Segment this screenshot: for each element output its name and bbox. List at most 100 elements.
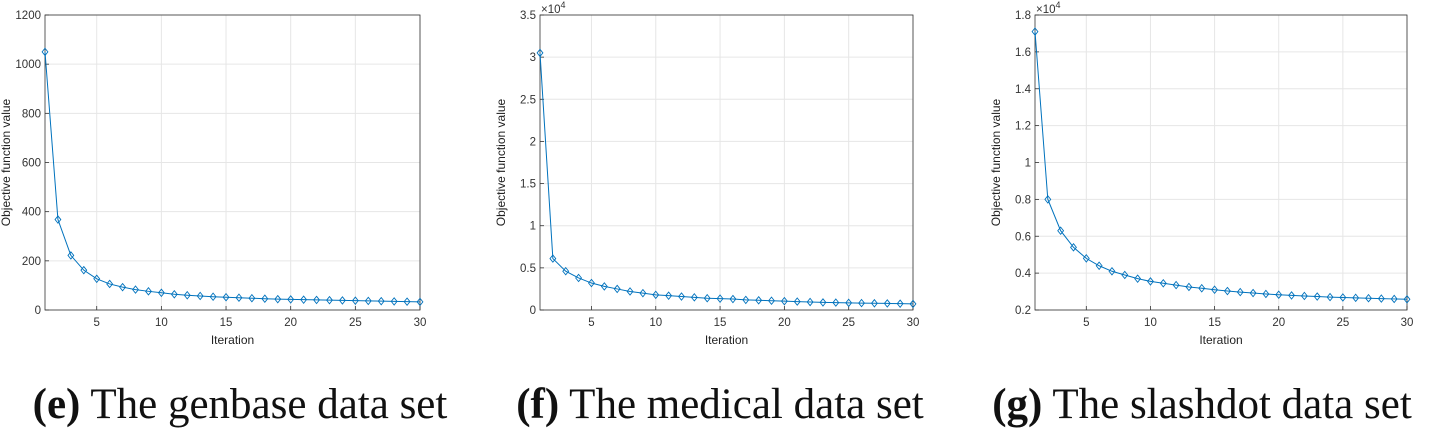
- data-point-marker: [883, 299, 891, 308]
- caption-slashdot: (g) The slashdot data set: [962, 378, 1442, 432]
- y-tick-label: 1.4: [1015, 84, 1032, 96]
- x-tick-label: 5: [1083, 317, 1089, 329]
- data-point-marker: [678, 292, 685, 301]
- data-point-marker: [132, 285, 139, 294]
- caption-medical: (f) The medical data set: [480, 378, 960, 432]
- data-point-marker: [626, 287, 634, 296]
- y-tick-label: 800: [22, 108, 41, 120]
- data-point-marker: [1159, 278, 1167, 288]
- caption-text: The medical data set: [569, 381, 924, 428]
- data-point-marker: [845, 298, 853, 308]
- data-point-marker: [639, 288, 647, 298]
- data-point-marker: [1377, 294, 1385, 303]
- y-tick-label: 200: [22, 256, 41, 268]
- data-point-marker: [183, 290, 191, 300]
- y-axis-label: Objective function value: [494, 98, 508, 226]
- x-axis-label: Iteration: [705, 333, 748, 347]
- data-point-marker: [93, 274, 101, 284]
- data-point-marker: [261, 294, 269, 304]
- chart-slashdot: 5 10 15 20 25 30 0.2 0.4 0.6 0.8 1 1.2 1.4 1.6 1.8 ×104…: [989, 0, 1414, 347]
- y-tick-label: 0.6: [1015, 231, 1031, 243]
- data-point-marker: [1275, 290, 1283, 300]
- caption-genbase: (e) The genbase data set: [0, 378, 480, 432]
- axes-frame: [539, 14, 914, 311]
- data-point-marker: [326, 295, 333, 305]
- y-tick-label: 0.8: [1015, 194, 1031, 206]
- data-point-marker: [377, 296, 385, 306]
- data-point-marker: [54, 215, 62, 224]
- data-point-marker: [1339, 293, 1347, 302]
- data-point-marker: [1044, 195, 1052, 204]
- data-point-marker: [416, 297, 424, 307]
- caption-label: (e): [32, 381, 81, 428]
- y-tick-label: 1.5: [520, 179, 536, 191]
- data-point-marker: [665, 291, 673, 300]
- data-point-marker: [587, 278, 595, 288]
- chart-panel-slashdot: 5 10 15 20 25 30 0.2 0.4 0.6 0.8 1 1.2 1.4 1.6 1.8 ×104…: [962, 0, 1442, 430]
- x-tick-label: 30: [1401, 317, 1414, 329]
- caption-label: (f): [516, 381, 560, 428]
- y-tick-label: 3: [530, 52, 536, 64]
- y-tick-label: 2: [530, 136, 536, 148]
- data-point-marker: [1352, 293, 1360, 303]
- caption-label: (g): [992, 381, 1043, 428]
- y-tick-label: 1.8: [1015, 10, 1031, 22]
- data-point-marker: [222, 292, 230, 302]
- data-point-marker: [1198, 283, 1206, 293]
- x-tick-label: 10: [155, 317, 168, 329]
- y-tick-label: 1000: [15, 59, 41, 71]
- x-tick-label: 15: [1208, 317, 1221, 329]
- data-point-marker: [1236, 287, 1244, 297]
- data-point-marker: [755, 295, 763, 305]
- data-point-marker: [196, 291, 204, 301]
- x-tick-label: 20: [778, 317, 791, 329]
- x-tick-label: 30: [414, 317, 427, 329]
- y-tick-label: 0.4: [1015, 268, 1032, 280]
- data-point-marker: [313, 295, 321, 305]
- data-point-marker: [1057, 226, 1065, 236]
- data-point-marker: [870, 298, 878, 308]
- data-point-marker: [1249, 288, 1257, 298]
- data-point-marker: [364, 296, 372, 306]
- y-tick-label: 1200: [15, 10, 41, 22]
- x-tick-label: 5: [588, 317, 594, 329]
- data-point-marker: [106, 279, 114, 289]
- data-point-marker: [549, 254, 557, 263]
- y-tick-label: 1: [530, 221, 536, 233]
- y-axis-label: Objective function value: [0, 98, 13, 226]
- x-tick-label: 15: [220, 317, 233, 329]
- data-point-marker: [819, 298, 827, 307]
- y-tick-label: 0.2: [1015, 305, 1031, 317]
- data-point-marker: [390, 297, 398, 306]
- data-point-marker: [1146, 277, 1154, 286]
- data-point-marker: [768, 296, 775, 306]
- data-point-marker: [1082, 254, 1090, 263]
- data-point-marker: [1070, 242, 1077, 252]
- data-point-marker: [729, 294, 737, 304]
- data-point-marker: [1134, 274, 1142, 283]
- y-tick-label: 1.6: [1015, 47, 1031, 59]
- x-tick-label: 25: [349, 317, 362, 329]
- data-point-marker: [1031, 27, 1039, 36]
- data-point-marker: [896, 299, 904, 308]
- data-point-marker: [300, 295, 308, 304]
- y-tick-label: 2.5: [520, 94, 536, 106]
- x-tick-label: 25: [1336, 317, 1349, 329]
- data-point-marker: [1365, 293, 1372, 303]
- x-tick-label: 30: [907, 317, 920, 329]
- data-point-marker: [690, 293, 698, 302]
- data-point-marker: [274, 294, 282, 304]
- data-point-marker: [209, 292, 217, 302]
- data-point-marker: [652, 290, 660, 300]
- data-point-marker: [793, 297, 801, 306]
- data-point-marker: [1211, 285, 1219, 295]
- data-point-marker: [403, 297, 411, 306]
- y-tick-label: 0: [530, 305, 536, 317]
- data-point-marker: [858, 298, 866, 308]
- y-tick-label: 0: [35, 305, 41, 317]
- data-point-marker: [832, 298, 840, 307]
- y-tick-label: 400: [22, 207, 41, 219]
- data-point-marker: [742, 295, 750, 305]
- x-tick-label: 20: [284, 317, 297, 329]
- data-point-marker: [909, 299, 917, 309]
